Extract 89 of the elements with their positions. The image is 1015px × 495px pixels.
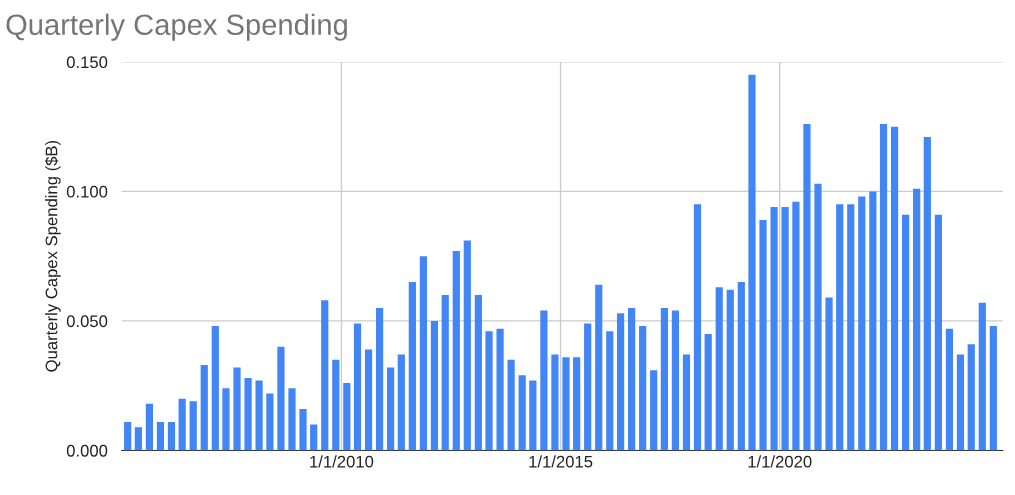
bar [419,256,427,451]
bar [343,383,351,451]
bar [606,331,614,451]
bar [189,401,197,451]
bar [595,284,603,451]
bar [233,367,241,451]
bar [496,328,504,451]
bar [945,328,954,451]
bar [387,367,395,451]
y-tick-label: 0.000 [66,444,108,457]
bar [222,388,230,451]
bar [792,201,800,451]
bar [430,320,439,451]
bar [770,206,778,451]
bar [726,289,734,451]
x-tick-label: 1/1/2015 [529,455,593,468]
y-axis-title: Quarterly Capex Spending ($B) [44,140,61,372]
bar [639,326,647,451]
bar [836,204,844,451]
bar [397,354,405,451]
bar [847,204,855,451]
bar [211,326,219,451]
bar [441,295,449,451]
bar [978,302,986,451]
bar [573,357,581,451]
bar [167,421,176,451]
bar [178,398,186,451]
bar [310,424,318,451]
bar [474,295,482,451]
bar [913,188,921,451]
bar [923,137,931,451]
bar [156,421,165,451]
bar [748,74,756,451]
bar [616,313,625,451]
bar [266,393,274,451]
bar [321,300,329,451]
bar [452,250,460,451]
bar [858,196,866,451]
bar [628,307,636,451]
bar [737,282,745,451]
bar [682,354,691,451]
bar [255,380,263,451]
chart-title: Quarterly Capex Spending [6,13,347,41]
bar [518,375,526,451]
bar [814,183,822,451]
bar [967,344,975,451]
y-tick-label: 0.100 [66,185,108,198]
bar [375,307,384,451]
bar [408,282,416,451]
bar [332,359,340,451]
bar [956,354,965,451]
bar [989,326,997,451]
bar [353,323,362,451]
bar [584,323,592,451]
x-tick-label: 1/1/2010 [310,455,374,468]
bar [551,354,559,451]
bar [463,240,471,451]
bar [825,297,833,451]
bar [299,409,307,451]
bar [134,427,142,451]
bar [145,403,153,451]
bar [704,333,712,451]
bar [803,124,811,451]
bar [529,380,537,451]
bar [660,307,668,451]
bar [562,357,570,451]
bar [869,191,877,451]
bar [288,388,296,451]
x-tick-label: 1/1/2020 [748,455,812,468]
bar [200,364,208,451]
bar [890,126,899,451]
bar [485,331,493,451]
bar [671,310,680,451]
bar [902,214,910,451]
bar [715,287,723,451]
bar [540,310,548,451]
bar [507,359,515,451]
bar [124,421,132,451]
bar [934,214,942,451]
bar [244,377,252,451]
bar [650,370,658,451]
bar [277,346,285,451]
bar [879,124,888,451]
bar [693,204,702,451]
y-tick-label: 0.050 [66,315,108,328]
bar [781,206,789,451]
bar [759,219,767,451]
bar [364,349,373,451]
y-tick-label: 0.150 [66,56,108,69]
